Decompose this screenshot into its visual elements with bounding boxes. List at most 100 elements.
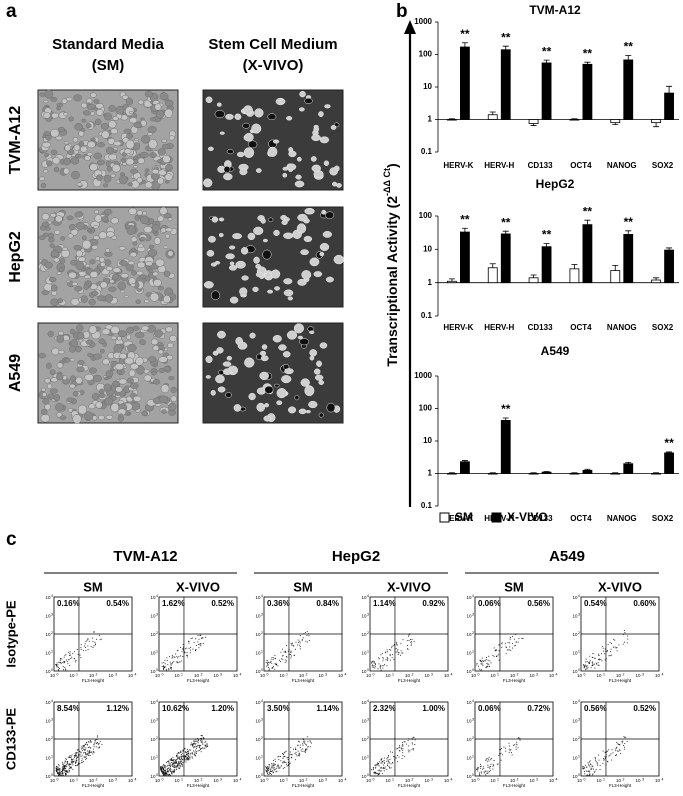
flow-plot: 0.06%0.72%100100101101102102103103104104… [466,699,557,788]
event-dot [85,647,86,648]
event-dot [185,755,186,756]
cell [104,113,112,120]
event-dot [305,752,306,753]
event-dot [592,766,593,767]
cell [223,173,232,180]
event-dot [171,765,172,766]
event-dot [196,748,197,749]
event-dot [189,641,190,642]
x-axis-label: FL3-Height [82,678,105,683]
event-dot [89,747,90,748]
event-dot [499,645,500,646]
event-dot [619,744,620,745]
event-dot [372,665,373,666]
cell [145,91,153,97]
y-tick-label: 10 [423,436,432,445]
micrograph [203,90,343,190]
cell [76,261,84,269]
cell [262,344,267,349]
cell [153,345,159,351]
event-dot [378,774,379,775]
event-dot [599,659,600,660]
event-dot [490,766,491,767]
flow-plot: 0.56%0.52%100100101101102102103103104104… [572,699,663,788]
cell [81,103,87,108]
event-dot [163,662,164,663]
row-label: HepG2 [7,231,24,283]
event-dot [390,650,391,651]
cell [74,145,80,151]
event-dot [69,665,70,666]
event-dot [589,771,590,772]
cell [104,384,111,391]
event-dot [485,667,486,668]
event-dot [182,766,183,767]
cell [124,129,131,133]
event-dot [175,653,176,654]
cell [244,133,253,141]
cell [248,141,257,148]
event-dot [69,770,70,771]
event-dot [188,756,189,757]
event-dot [610,642,611,643]
event-dot [490,759,491,760]
event-dot [190,754,191,755]
event-dot [518,747,519,748]
cell [312,165,321,172]
cell [158,350,163,354]
event-dot [305,641,306,642]
event-dot [593,773,594,774]
event-dot [166,773,167,774]
event-dot [310,746,311,747]
event-dot [63,661,64,662]
cell [308,401,317,408]
event-dot [300,648,301,649]
event-dot [167,771,168,772]
cell [137,271,144,275]
event-dot [83,650,84,651]
event-dot [382,653,383,654]
event-dot [492,769,493,770]
cell [319,413,323,417]
event-dot [69,771,70,772]
event-dot [488,664,489,665]
bar [652,120,661,123]
event-dot [207,746,208,747]
event-dot [290,754,291,755]
event-dot [624,743,625,744]
event-dot [198,644,199,645]
cell [99,257,104,262]
event-dot [62,774,63,775]
micrograph [38,207,178,307]
event-dot [87,639,88,640]
cell [140,237,146,241]
cell [135,332,144,338]
event-dot [88,741,89,742]
event-dot [268,667,269,668]
event-dot [272,766,273,767]
event-dot [487,761,488,762]
event-dot [190,744,191,745]
cell [47,384,52,389]
event-dot [171,665,172,666]
event-dot [627,639,628,640]
event-dot [396,652,397,653]
event-dot [186,655,187,656]
cell [156,259,165,267]
x-tick-base: 10 [471,673,477,678]
event-dot [523,638,524,639]
cell [51,250,58,256]
event-dot [60,769,61,770]
cell [220,132,224,135]
column-header: SM [83,579,103,594]
cell [111,403,119,412]
cell [145,261,152,266]
event-dot [302,639,303,640]
event-dot [298,741,299,742]
event-dot [86,641,87,642]
event-dot [198,739,199,740]
event-dot [483,661,484,662]
cell [297,157,301,161]
event-dot [477,771,478,772]
column-header: X-VIVO [176,579,220,594]
